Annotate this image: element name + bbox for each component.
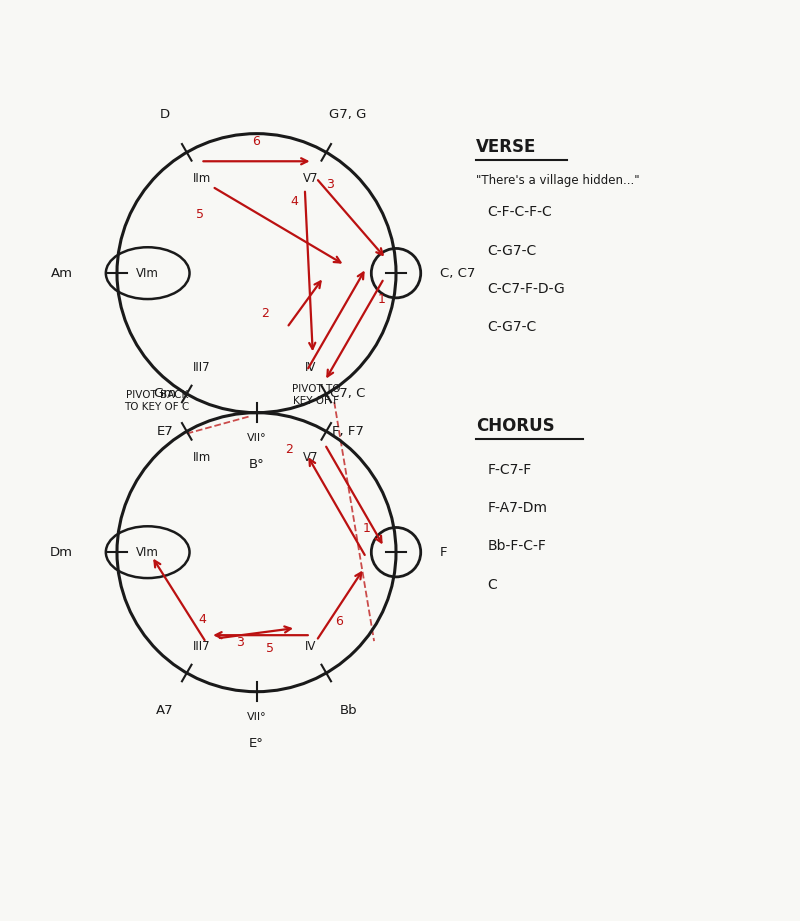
Text: Bb: Bb [339,705,357,717]
Text: 4: 4 [290,195,298,208]
Text: F: F [440,545,447,559]
Text: VII°: VII° [246,433,266,443]
Text: III7: III7 [194,640,211,653]
Text: Bb-F-C-F: Bb-F-C-F [488,540,546,554]
Text: D: D [160,108,170,121]
Text: V7: V7 [303,172,318,185]
Text: F-C7-F: F-C7-F [488,463,532,477]
Text: C-F-C-F-C: C-F-C-F-C [488,205,553,219]
Text: 6: 6 [334,615,342,628]
Text: 3: 3 [237,635,245,648]
Text: V7: V7 [303,451,318,464]
Text: 1: 1 [378,294,386,307]
Text: C: C [488,577,498,591]
Text: G7, G: G7, G [330,108,367,121]
Text: 5: 5 [196,208,204,221]
Text: Am: Am [51,267,73,280]
Text: VII°: VII° [246,712,266,722]
Text: A7: A7 [156,705,174,717]
Text: III7: III7 [194,361,211,374]
Text: IIm: IIm [193,172,211,185]
Text: I: I [394,267,398,280]
Text: PIVOT TO
KEY OF F: PIVOT TO KEY OF F [292,384,341,406]
Text: Dm: Dm [50,545,73,559]
Text: 2: 2 [261,308,269,321]
Text: 5: 5 [266,642,274,655]
Text: IV: IV [306,640,317,653]
Text: VIm: VIm [136,267,159,280]
Text: VIm: VIm [136,545,159,559]
Text: IV: IV [306,361,317,374]
Text: IIm: IIm [193,451,211,464]
Text: PIVOT BACK
TO KEY OF C: PIVOT BACK TO KEY OF C [124,390,190,412]
Text: C7, C: C7, C [330,387,366,400]
Text: "There's a village hidden...": "There's a village hidden..." [476,173,639,186]
Text: C, C7: C, C7 [440,267,475,280]
Text: I: I [394,545,398,559]
Text: F, F7: F, F7 [332,426,364,438]
Text: E7: E7 [157,426,173,438]
Text: F-A7-Dm: F-A7-Dm [488,501,548,515]
Text: E°: E° [249,737,264,750]
Text: B°: B° [249,458,264,472]
Text: 6: 6 [253,135,261,148]
Text: VERSE: VERSE [476,137,536,156]
Text: 4: 4 [198,612,206,625]
Text: Gm: Gm [154,387,176,400]
Text: 3: 3 [326,179,334,192]
Text: C-G7-C: C-G7-C [488,244,537,258]
Text: C-G7-C: C-G7-C [488,321,537,334]
Text: C-C7-F-D-G: C-C7-F-D-G [488,282,566,296]
Text: 1: 1 [363,522,371,535]
Text: CHORUS: CHORUS [476,416,554,435]
Text: 2: 2 [286,444,294,457]
